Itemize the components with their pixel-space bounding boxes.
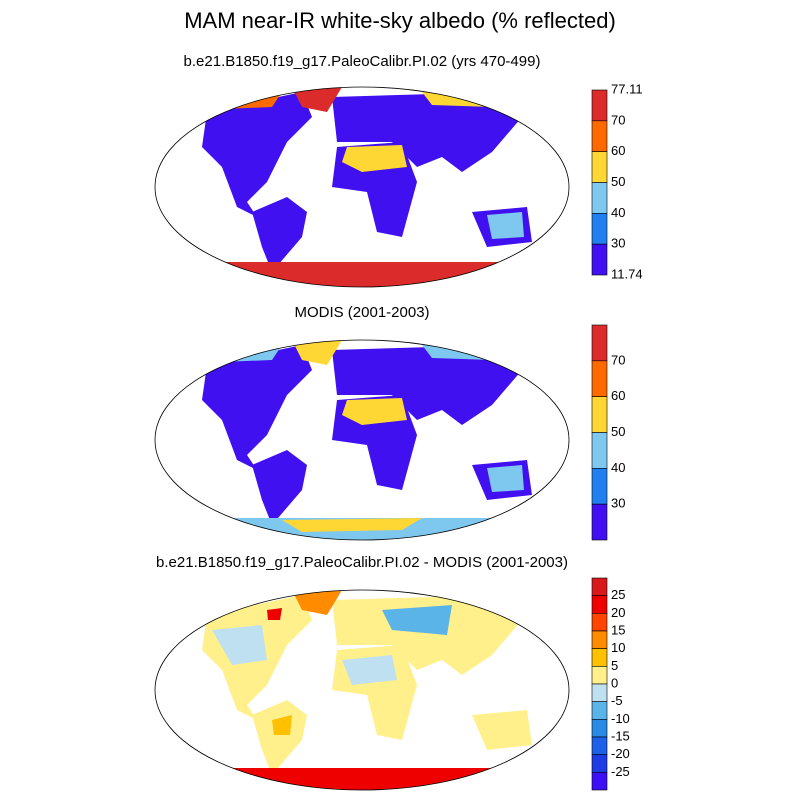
colorbar-label: 60 bbox=[611, 143, 625, 158]
colorbar-label: 50 bbox=[611, 174, 625, 189]
colorbar-segment bbox=[591, 432, 608, 469]
colorbar-label: 70 bbox=[611, 352, 625, 367]
colorbar-label: -20 bbox=[611, 746, 630, 761]
colorbar-label: 15 bbox=[611, 622, 625, 637]
colorbar-label: 60 bbox=[611, 388, 625, 403]
map bbox=[154, 86, 570, 288]
colorbar-segment bbox=[591, 648, 608, 667]
colorbar-label: 11.74 bbox=[611, 266, 643, 281]
colorbar-label: 30 bbox=[611, 496, 625, 511]
colorbar-label: 70 bbox=[611, 112, 625, 127]
colorbar-segment bbox=[591, 468, 608, 505]
colorbar-segment bbox=[591, 89, 608, 122]
colorbar-segment bbox=[591, 754, 608, 773]
colorbar-label: 10 bbox=[611, 640, 625, 655]
panel-title: b.e21.B1850.f19_g17.PaleoCalibr.PI.02 (y… bbox=[184, 53, 541, 70]
colorbar-label: 5 bbox=[611, 658, 618, 673]
colorbar-segment bbox=[591, 719, 608, 738]
colorbar-label: 40 bbox=[611, 205, 625, 220]
colorbar-label: -5 bbox=[611, 693, 623, 708]
colorbar-segment bbox=[591, 577, 608, 596]
colorbar-label: 0 bbox=[611, 675, 618, 690]
colorbar-segment bbox=[591, 736, 608, 755]
colorbar-segment bbox=[591, 324, 608, 362]
colorbar-label: 40 bbox=[611, 460, 625, 475]
colorbar-segment bbox=[591, 772, 608, 791]
colorbar-segment bbox=[591, 683, 608, 702]
figure-title: MAM near-IR white-sky albedo (% reflecte… bbox=[184, 8, 616, 33]
colorbar-segment bbox=[591, 666, 608, 685]
colorbar-label: 25 bbox=[611, 587, 625, 602]
colorbar-segment bbox=[591, 213, 608, 245]
panel-title: MODIS (2001-2003) bbox=[294, 304, 429, 321]
map bbox=[154, 589, 570, 791]
colorbar-segment bbox=[591, 360, 608, 397]
panel-title: b.e21.B1850.f19_g17.PaleoCalibr.PI.02 - … bbox=[156, 554, 568, 571]
map bbox=[154, 339, 570, 541]
colorbar-segment bbox=[591, 182, 608, 214]
colorbar-segment bbox=[591, 151, 608, 183]
colorbar-segment bbox=[591, 120, 608, 152]
colorbar-label: -10 bbox=[611, 711, 630, 726]
colorbar-label: 77.11 bbox=[611, 81, 643, 96]
colorbar-segment bbox=[591, 243, 608, 276]
colorbar-label: 50 bbox=[611, 424, 625, 439]
colorbar-segment bbox=[591, 503, 608, 541]
colorbar-label: -25 bbox=[611, 764, 630, 779]
colorbar-segment bbox=[591, 595, 608, 614]
colorbar-label: 30 bbox=[611, 236, 625, 251]
colorbar-label: 20 bbox=[611, 605, 625, 620]
colorbar-segment bbox=[591, 613, 608, 632]
colorbar-segment bbox=[591, 701, 608, 720]
colorbar-segment bbox=[591, 396, 608, 433]
colorbar-segment bbox=[591, 630, 608, 649]
colorbar-label: -15 bbox=[611, 728, 630, 743]
